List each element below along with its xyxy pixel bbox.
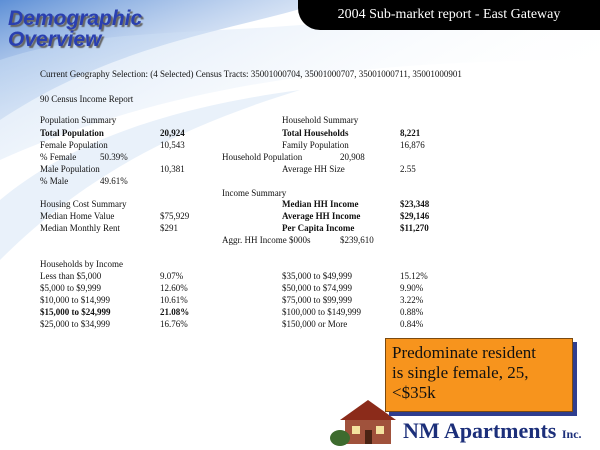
row-label: $10,000 to $14,999 <box>40 295 111 305</box>
row-value: 2.55 <box>400 164 416 174</box>
row-value: 10.61% <box>160 295 188 305</box>
section-heading: Income Summary <box>222 188 287 198</box>
title: Demographic Overview <box>8 8 142 50</box>
row-value: 21.08% <box>160 307 190 317</box>
row-label: Average HH Income <box>282 211 361 221</box>
logo-suffix: Inc. <box>561 427 582 441</box>
row-label: % Female <box>40 152 77 162</box>
row-value: $239,610 <box>340 235 374 245</box>
logo-name: NM Apartments <box>403 418 557 443</box>
row-value: $291 <box>160 223 178 233</box>
row-label: $50,000 to $74,999 <box>282 283 353 293</box>
callout-line: is single female, 25, <box>392 363 529 382</box>
row-value: $23,348 <box>400 199 430 209</box>
row-value: 15.12% <box>400 271 428 281</box>
row-label: Household Population <box>222 152 303 162</box>
row-value: 49.61% <box>100 176 128 186</box>
row-value: 12.60% <box>160 283 188 293</box>
section-heading: Housing Cost Summary <box>40 199 127 209</box>
selection: Current Geography Selection: (4 Selected… <box>40 69 462 79</box>
row-label: Median Monthly Rent <box>40 223 120 233</box>
row-value: 10,381 <box>160 164 185 174</box>
row-label: Female Population <box>40 140 108 150</box>
row-label: Median HH Income <box>282 199 359 209</box>
row-label: % Male <box>40 176 69 186</box>
row-label: $35,000 to $49,999 <box>282 271 353 281</box>
row-label: Aggr. HH Income $000s <box>222 235 311 245</box>
row-value: 20,924 <box>160 128 185 138</box>
row-label: Per Capita Income <box>282 223 355 233</box>
callout-line: <$35k <box>392 383 436 402</box>
row-value: 3.22% <box>400 295 424 305</box>
section-heading: Population Summary <box>40 115 117 125</box>
row-value: 20,908 <box>340 152 365 162</box>
row-value: 10,543 <box>160 140 185 150</box>
row-label: Average HH Size <box>282 164 345 174</box>
row-label: Less than $5,000 <box>40 271 102 281</box>
row-value: 8,221 <box>400 128 421 138</box>
row-value: 0.84% <box>400 319 424 329</box>
row-value: 9.07% <box>160 271 184 281</box>
row-label: $25,000 to $34,999 <box>40 319 111 329</box>
title-line: Overview <box>8 28 102 51</box>
row-value: 16.76% <box>160 319 188 329</box>
row-label: Male Population <box>40 164 100 174</box>
row-value: $11,270 <box>400 223 429 233</box>
report-title: 90 Census Income Report <box>40 94 134 104</box>
row-value: 16,876 <box>400 140 425 150</box>
row-label: $75,000 to $99,999 <box>282 295 353 305</box>
title-line: Demographic <box>8 7 143 30</box>
row-value: 50.39% <box>100 152 128 162</box>
callout-line: Predominate resident <box>392 343 536 362</box>
section-heading: Households by Income <box>40 259 123 269</box>
banner: 2004 Sub-market report - East Gateway <box>298 0 600 30</box>
row-label: $150,000 or More <box>282 319 348 329</box>
row-label: $5,000 to $9,999 <box>40 283 102 293</box>
row-value: 9.90% <box>400 283 424 293</box>
row-label: Family Population <box>282 140 349 150</box>
row-label: Total Population <box>40 128 104 138</box>
row-label: $100,000 to $149,999 <box>282 307 362 317</box>
callout: Predominate resident is single female, 2… <box>385 338 573 412</box>
row-value: $75,929 <box>160 211 190 221</box>
row-value: $29,146 <box>400 211 430 221</box>
logo: NM Apartments Inc. <box>403 418 582 444</box>
row-label: Median Home Value <box>40 211 115 221</box>
row-label: $15,000 to $24,999 <box>40 307 111 317</box>
section-heading: Household Summary <box>282 115 359 125</box>
row-label: Total Households <box>282 128 349 138</box>
row-value: 0.88% <box>400 307 424 317</box>
logo-house <box>330 400 396 446</box>
